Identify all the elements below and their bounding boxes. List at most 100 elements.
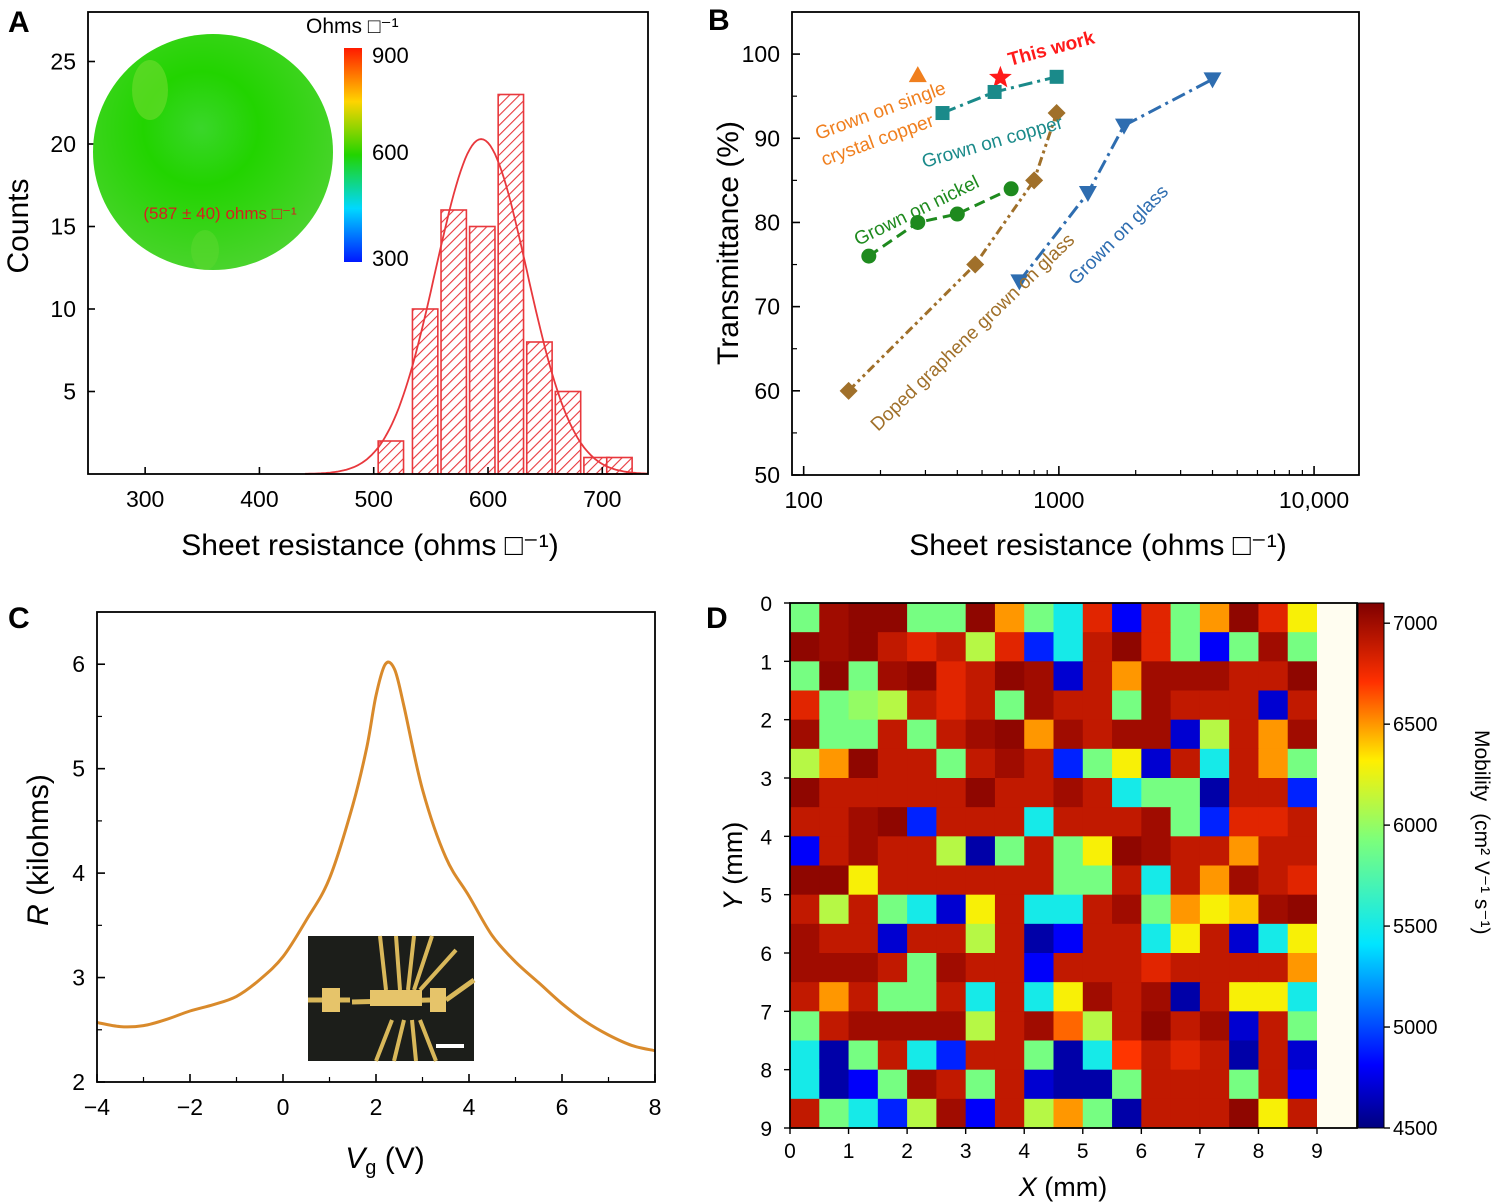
heatmap-cell bbox=[790, 894, 820, 925]
marker-diamond bbox=[966, 255, 985, 274]
y-tick-label: 70 bbox=[754, 294, 780, 320]
heatmap-cell bbox=[936, 632, 967, 662]
heatmap-cell bbox=[1258, 603, 1289, 633]
y-tick-label: 3 bbox=[760, 768, 772, 791]
heatmap-cell bbox=[1199, 661, 1230, 692]
series-group bbox=[839, 65, 1222, 400]
heatmap-cell bbox=[1258, 807, 1289, 837]
x-axis-label: Vg (V) bbox=[345, 1142, 424, 1179]
heatmap-cell bbox=[1024, 1040, 1055, 1071]
marker-star bbox=[989, 65, 1012, 88]
x-tick-label: 3 bbox=[960, 1140, 972, 1163]
heatmap-cell bbox=[1112, 982, 1142, 1012]
heatmap-cell bbox=[1053, 778, 1084, 808]
heatmap-cell bbox=[1024, 690, 1055, 721]
heatmap-cell bbox=[790, 748, 820, 779]
heatmap-cell bbox=[994, 953, 1025, 983]
heatmap-cell bbox=[907, 1040, 937, 1071]
heatmap-cell bbox=[907, 778, 937, 808]
panel-b-transmittance: 100 1000 10,000 50 60 70 80 90 100 Sheet resist… bbox=[712, 11, 1360, 562]
heatmap-cell bbox=[994, 982, 1025, 1012]
x-tick-label: 100 bbox=[784, 487, 822, 513]
heatmap-cell bbox=[819, 1098, 850, 1129]
heatmap-cell bbox=[790, 982, 820, 1012]
heatmap-cell bbox=[848, 778, 879, 808]
heatmap-cell bbox=[1287, 865, 1318, 896]
y-tick-label: 7 bbox=[760, 1001, 772, 1024]
heatmap-cell bbox=[848, 1098, 879, 1129]
heatmap-cell bbox=[1229, 807, 1260, 837]
heatmap-cell bbox=[1170, 865, 1201, 896]
heatmap-cell bbox=[936, 1011, 967, 1042]
heatmap-cell bbox=[1170, 982, 1201, 1012]
heatmap-cell bbox=[1141, 865, 1172, 896]
heatmap-margin bbox=[1317, 603, 1357, 1128]
heatmap-cell bbox=[1141, 807, 1172, 837]
colorbar-a bbox=[344, 48, 362, 262]
heatmap-cell bbox=[1170, 1069, 1201, 1100]
colorbar-tick-label: 5000 bbox=[1393, 1017, 1438, 1039]
heatmap-cell bbox=[907, 632, 937, 662]
heatmap-cell bbox=[907, 982, 937, 1012]
heatmap-cell bbox=[1082, 661, 1113, 692]
heatmap-cell bbox=[1053, 923, 1084, 954]
heatmap-cell bbox=[1082, 748, 1113, 779]
wafer-shade bbox=[191, 230, 219, 270]
x-axis-ticks: −4 −2 0 2 4 6 8 bbox=[84, 1074, 661, 1120]
heatmap-cell bbox=[1258, 690, 1289, 721]
heatmap-cell bbox=[790, 953, 820, 983]
panel-d-mobility-map: 0 1 2 3 4 5 6 7 8 9 0 1 2 3 4 5 6 7 8 9 X (mm) Y (mm) 4500… bbox=[718, 593, 1493, 1202]
y-tick-label: 1 bbox=[760, 651, 772, 674]
series-grown-on-nickel bbox=[861, 181, 1019, 264]
heatmap-cell bbox=[1024, 807, 1055, 837]
heatmap-cell bbox=[1287, 923, 1318, 954]
wafer-mean-label: (587 ± 40) ohms □⁻¹ bbox=[143, 204, 297, 223]
heatmap-cell bbox=[877, 953, 908, 983]
heatmap-cell bbox=[1199, 748, 1230, 779]
heatmap-cell bbox=[1199, 632, 1230, 662]
heatmap-cell bbox=[1258, 1098, 1289, 1129]
heatmap-cell bbox=[790, 690, 820, 721]
heatmap-cell bbox=[1199, 719, 1230, 750]
heatmap-cell bbox=[1024, 836, 1055, 867]
heatmap-cell bbox=[1053, 1011, 1084, 1042]
x-tick-label: 500 bbox=[355, 486, 393, 512]
heatmap-cell bbox=[1082, 894, 1113, 925]
heatmap-cell bbox=[848, 1069, 879, 1100]
heatmap-cell bbox=[877, 632, 908, 662]
y-tick-label: 100 bbox=[742, 41, 780, 67]
heatmap-cell bbox=[1141, 632, 1172, 662]
heatmap-cell bbox=[1229, 836, 1260, 867]
heatmap-cell bbox=[1024, 1069, 1055, 1100]
heatmap-cell bbox=[1170, 719, 1201, 750]
heatmap-cell bbox=[1141, 1069, 1172, 1100]
heatmap-cell bbox=[936, 748, 967, 779]
histogram-bar bbox=[468, 225, 496, 475]
panel-letter-a: A bbox=[8, 6, 30, 39]
label-glass: Grown on glass bbox=[1065, 181, 1173, 289]
colorbar-tick-label: 7000 bbox=[1393, 613, 1438, 635]
x-tick-label: 700 bbox=[583, 486, 621, 512]
heatmap-cell bbox=[790, 719, 820, 750]
heatmap-cell bbox=[1082, 865, 1113, 896]
heatmap-cell bbox=[936, 778, 967, 808]
heatmap-cell bbox=[965, 778, 996, 808]
heatmap-cell bbox=[877, 719, 908, 750]
heatmap-cell bbox=[1053, 1040, 1084, 1071]
marker-triangle-down bbox=[1010, 274, 1029, 291]
heatmap-cell bbox=[1258, 836, 1289, 867]
histogram-bar bbox=[554, 390, 582, 475]
heatmap-cell bbox=[1258, 923, 1289, 954]
heatmap-cell bbox=[1024, 632, 1055, 662]
y-axis-label: Counts bbox=[2, 178, 35, 273]
x-tick-label: 9 bbox=[1311, 1140, 1323, 1163]
heatmap-cell bbox=[1170, 953, 1201, 983]
y-tick-label: 15 bbox=[50, 214, 76, 240]
y-tick-label: 60 bbox=[754, 378, 780, 404]
panel-letter-c: C bbox=[8, 602, 30, 635]
heatmap-cell bbox=[1141, 923, 1172, 954]
heatmap-cell bbox=[1082, 1040, 1113, 1071]
y-axis-ticks: 0 1 2 3 4 5 6 7 8 9 bbox=[760, 593, 790, 1141]
x-tick-label: 6 bbox=[1135, 1140, 1147, 1163]
heatmap-cell bbox=[819, 778, 850, 808]
